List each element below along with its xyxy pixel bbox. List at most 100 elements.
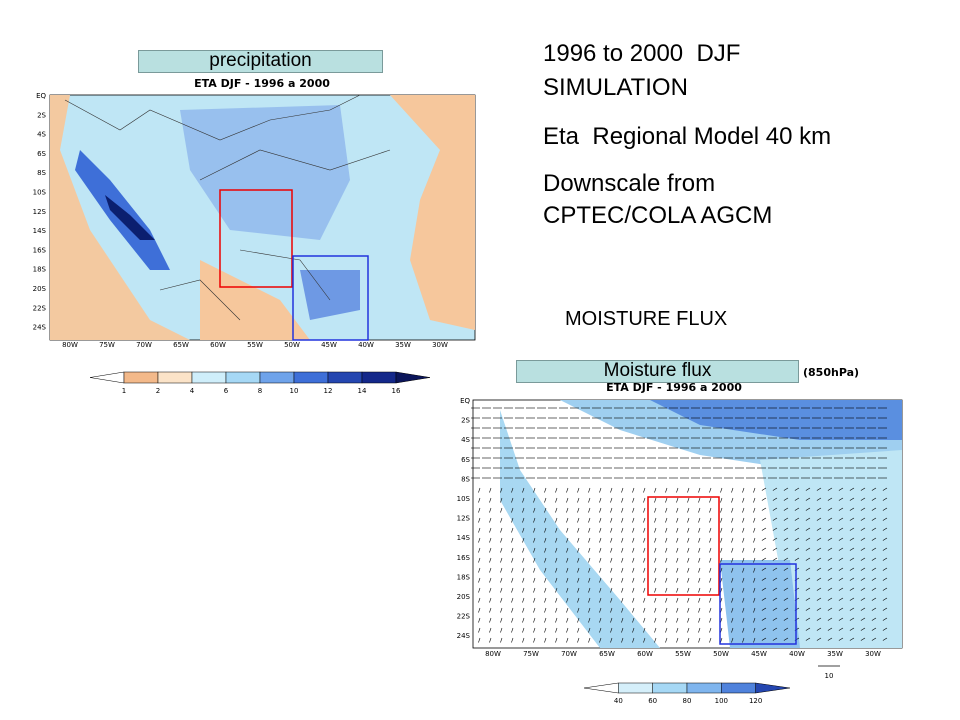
vector (860, 537, 866, 541)
vector (827, 547, 833, 551)
vector (709, 567, 712, 573)
vector (665, 557, 668, 563)
vector (610, 517, 613, 523)
vector (533, 577, 536, 583)
vector (621, 527, 624, 533)
lon-label: 75W (523, 650, 539, 658)
vector (555, 587, 558, 593)
vector (544, 607, 547, 613)
vector (478, 507, 481, 513)
vector (478, 587, 481, 593)
vector (621, 557, 624, 563)
vector (687, 507, 690, 513)
vector (599, 627, 602, 633)
vector (632, 517, 635, 523)
vector (533, 567, 536, 573)
lon-label: 55W (247, 341, 263, 349)
vector (533, 487, 536, 493)
vector (731, 637, 734, 643)
vector (753, 527, 756, 533)
vector (783, 517, 789, 521)
vector (588, 537, 591, 543)
vector (827, 607, 833, 611)
vector (544, 567, 547, 573)
vector (794, 497, 800, 501)
moisture-colorbar: 40 60 80 100 120 (583, 682, 791, 705)
vector (871, 537, 877, 541)
lon-label: 65W (599, 650, 615, 658)
vector (599, 497, 602, 503)
colorbar-label: 10 (290, 387, 299, 395)
vector (522, 547, 525, 553)
vector (522, 597, 525, 603)
vector (621, 597, 624, 603)
vector (772, 507, 778, 511)
vector (860, 557, 866, 561)
vector (654, 617, 657, 623)
vector (742, 517, 745, 523)
vector (761, 487, 767, 491)
vector (599, 577, 602, 583)
vector (511, 557, 514, 563)
vector (761, 587, 767, 591)
precip-dry-region (200, 260, 310, 340)
vector (761, 537, 767, 541)
vector (720, 547, 723, 553)
vector (816, 497, 822, 501)
vector (522, 637, 525, 643)
vector (720, 507, 723, 513)
lat-label: 24S (457, 632, 471, 640)
vector (489, 577, 492, 583)
precip-region-box-red (219, 189, 293, 288)
vector (720, 517, 723, 523)
vector (610, 577, 613, 583)
vector (522, 527, 525, 533)
vector (742, 587, 745, 593)
vector (871, 567, 877, 571)
vector (816, 567, 822, 571)
vector (544, 507, 547, 513)
vector (621, 507, 624, 513)
vector (511, 487, 514, 493)
vector (621, 517, 624, 523)
moisture-vectors (471, 407, 888, 643)
vector (882, 497, 888, 501)
vector (816, 537, 822, 541)
vector (882, 617, 888, 621)
vector (566, 527, 569, 533)
vector (566, 587, 569, 593)
precip-label: precipitation (138, 50, 383, 73)
vector (698, 637, 701, 643)
vector (544, 617, 547, 623)
vector (838, 587, 844, 591)
vector (698, 567, 701, 573)
vector (783, 537, 789, 541)
lat-label: 8S (461, 475, 470, 483)
vector (577, 597, 580, 603)
vector (610, 547, 613, 553)
vector (772, 637, 778, 641)
vector (720, 537, 723, 543)
vector (588, 607, 591, 613)
vector (827, 537, 833, 541)
vector (489, 507, 492, 513)
vector (522, 567, 525, 573)
lon-label: 35W (827, 650, 843, 658)
vector (588, 497, 591, 503)
vector (860, 577, 866, 581)
vector (632, 597, 635, 603)
vector (489, 537, 492, 543)
vector (742, 567, 745, 573)
vector (687, 597, 690, 603)
vector (709, 527, 712, 533)
vector (816, 507, 822, 511)
vector (860, 637, 866, 641)
vector (533, 527, 536, 533)
vector (827, 577, 833, 581)
vector (882, 587, 888, 591)
vector (500, 617, 503, 623)
vector (838, 627, 844, 631)
vector (566, 537, 569, 543)
precip-colorbar: 1 2 4 6 8 10 12 14 16 (89, 371, 431, 395)
vector (555, 547, 558, 553)
